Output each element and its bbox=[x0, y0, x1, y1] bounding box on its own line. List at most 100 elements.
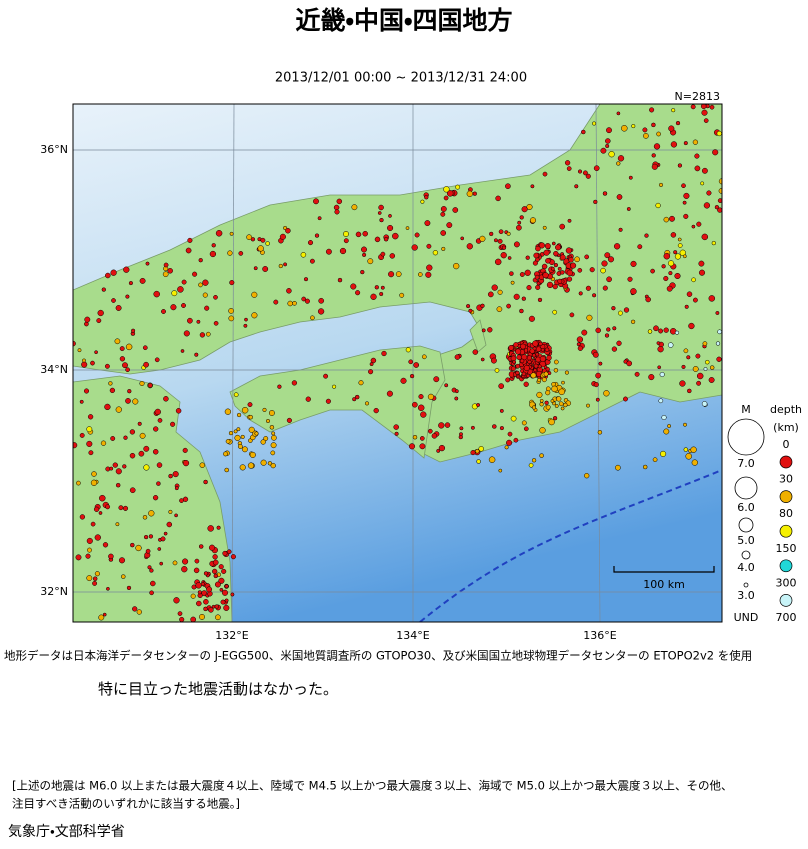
event-dot bbox=[541, 263, 548, 270]
event-dot bbox=[106, 586, 110, 591]
event-dot bbox=[314, 233, 320, 238]
event-dot bbox=[111, 298, 116, 303]
event-dot bbox=[270, 442, 277, 449]
legend-m-title: M bbox=[741, 403, 751, 416]
event-dot bbox=[278, 263, 283, 269]
event-dot bbox=[287, 300, 293, 307]
event-dot bbox=[419, 443, 426, 450]
event-dot bbox=[81, 361, 88, 368]
event-dot bbox=[369, 362, 374, 367]
event-dot bbox=[586, 314, 593, 321]
event-dot bbox=[388, 214, 392, 218]
event-dot bbox=[373, 407, 379, 414]
event-dot bbox=[548, 418, 555, 426]
event-dot bbox=[203, 479, 208, 485]
event-dot bbox=[660, 450, 667, 457]
event-dot bbox=[659, 371, 665, 378]
event-dot bbox=[504, 445, 509, 450]
event-dot bbox=[657, 346, 664, 353]
event-dot bbox=[498, 468, 503, 473]
event-dot bbox=[560, 406, 565, 411]
graticule bbox=[73, 104, 722, 622]
event-dot bbox=[223, 451, 228, 457]
event-dot bbox=[663, 275, 669, 282]
event-dot bbox=[180, 349, 185, 353]
event-dot bbox=[577, 345, 584, 351]
land-shikoku bbox=[229, 345, 446, 459]
event-dot bbox=[127, 389, 132, 394]
event-dot bbox=[394, 431, 399, 436]
event-dot bbox=[307, 240, 314, 246]
event-dot bbox=[692, 366, 699, 372]
event-dot bbox=[374, 236, 381, 243]
event-dot bbox=[118, 557, 126, 564]
event-dot bbox=[114, 338, 121, 345]
event-dot bbox=[715, 341, 721, 346]
event-dot bbox=[265, 418, 271, 424]
legend-depth-label: 150 bbox=[776, 542, 797, 555]
event-dot bbox=[501, 245, 507, 250]
event-dot bbox=[199, 332, 206, 338]
event-dot bbox=[221, 589, 229, 596]
event-dot bbox=[531, 405, 537, 410]
event-dot bbox=[163, 396, 169, 402]
event-dot bbox=[355, 290, 361, 296]
event-dot bbox=[529, 348, 535, 354]
event-dot bbox=[546, 355, 552, 361]
event-dot bbox=[110, 436, 116, 441]
event-dot bbox=[695, 353, 701, 359]
event-dot bbox=[317, 216, 322, 221]
event-dot bbox=[604, 252, 611, 259]
event-dot bbox=[83, 388, 90, 394]
event-dot bbox=[441, 246, 446, 251]
event-dot bbox=[122, 505, 129, 511]
event-dot bbox=[313, 198, 319, 205]
event-dot bbox=[174, 513, 178, 518]
event-dot bbox=[607, 256, 615, 263]
event-dot bbox=[388, 271, 395, 278]
event-dot bbox=[224, 598, 229, 603]
event-dot bbox=[577, 267, 583, 273]
event-dot bbox=[73, 442, 78, 449]
event-dot bbox=[671, 108, 676, 113]
event-dot bbox=[521, 296, 526, 301]
event-dot bbox=[564, 160, 571, 166]
event-dot bbox=[218, 564, 224, 570]
event-dot bbox=[228, 315, 235, 322]
event-dot bbox=[200, 581, 205, 587]
event-dot bbox=[94, 534, 101, 541]
event-dot bbox=[717, 198, 722, 203]
event-dot bbox=[380, 251, 386, 257]
event-dot bbox=[545, 404, 551, 410]
event-dot bbox=[399, 292, 405, 298]
event-dot bbox=[438, 444, 446, 452]
event-dot bbox=[600, 147, 607, 154]
event-dot bbox=[172, 471, 179, 478]
event-dot bbox=[334, 209, 340, 215]
event-dot bbox=[427, 393, 434, 400]
event-dot bbox=[532, 340, 539, 347]
event-dot bbox=[137, 421, 142, 426]
event-dot bbox=[683, 348, 689, 354]
event-dot bbox=[433, 376, 440, 383]
event-dot bbox=[494, 258, 502, 266]
event-dot bbox=[552, 309, 558, 315]
event-dot bbox=[300, 252, 307, 258]
event-dot bbox=[247, 462, 255, 469]
event-dot bbox=[606, 127, 612, 134]
event-dot bbox=[100, 440, 107, 446]
event-dot bbox=[480, 303, 485, 308]
event-dot bbox=[143, 464, 150, 471]
event-dot bbox=[260, 439, 266, 445]
event-dot bbox=[668, 125, 675, 132]
event-dot bbox=[566, 269, 573, 276]
event-dot bbox=[510, 280, 515, 285]
event-dot bbox=[412, 434, 418, 440]
event-dot bbox=[560, 270, 565, 275]
event-dot bbox=[683, 213, 689, 219]
event-dot bbox=[677, 163, 683, 168]
event-dot bbox=[181, 566, 188, 573]
event-count: N=2813 bbox=[675, 90, 720, 103]
event-dot bbox=[145, 261, 150, 266]
event-dot bbox=[531, 458, 537, 463]
